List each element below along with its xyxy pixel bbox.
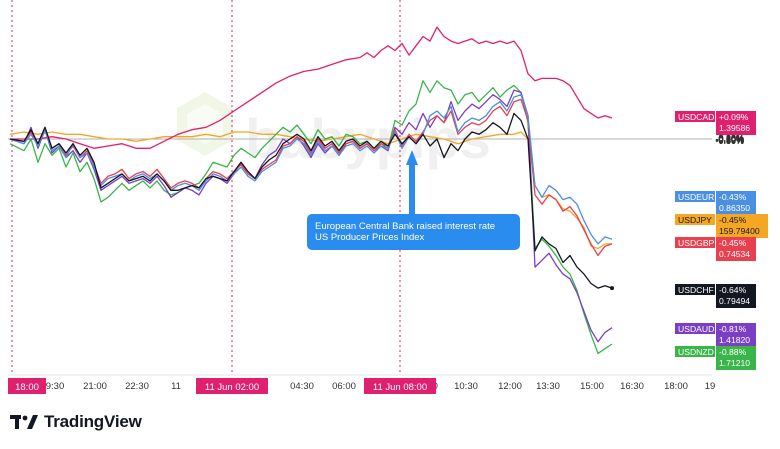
- x-tick-label: 11: [171, 381, 181, 392]
- badge-value-bg: [716, 237, 756, 261]
- y-tick-label: -0.20%: [715, 134, 744, 144]
- badge-name-bg: [675, 237, 715, 248]
- badge-name: USDNZD: [678, 347, 714, 357]
- badge-change: -0.88%: [719, 347, 747, 357]
- event-annotation: European Central Bank raised interest ra…: [307, 150, 520, 250]
- x-highlight-pill: [8, 378, 46, 394]
- badge-change: -0.45%: [719, 238, 747, 248]
- y-tick-label: -0.40%: [715, 135, 744, 145]
- badge-name: USDGBP: [678, 238, 715, 248]
- y-tick-label: 0.40%: [718, 133, 744, 143]
- series-end-dot: [610, 286, 614, 291]
- badge-name: USDCAD: [678, 112, 714, 122]
- badge-name-bg: [675, 323, 715, 334]
- tradingview-brand: TradingView: [10, 412, 142, 432]
- y-tick-label: 0.30%: [718, 133, 744, 143]
- badge-price: 0.74534: [719, 249, 750, 259]
- badge-price: 1.41820: [719, 335, 750, 345]
- series-line-usdaud: [9, 89, 613, 343]
- x-highlight-label: 11 Jun 08:00: [373, 382, 427, 393]
- y-tick-label: -0.10%: [715, 134, 744, 144]
- x-tick-label: 15:00: [580, 381, 604, 392]
- badge-value-bg: [716, 323, 756, 347]
- series-line-usdgbp: [9, 98, 613, 257]
- badge-change: -0.64%: [719, 285, 747, 295]
- babypips-watermark: babypips: [177, 92, 491, 170]
- badge-value-bg: [716, 191, 756, 215]
- badge-name-bg: [675, 346, 715, 357]
- y-tick-label: 0.10%: [718, 134, 744, 144]
- x-highlight-pill: [364, 378, 436, 394]
- badge-name-bg: [675, 191, 715, 202]
- badge-price: 1.39586: [719, 123, 750, 133]
- y-tick-label: -0.50%: [715, 135, 744, 145]
- x-tick-label: 12:00: [498, 381, 522, 392]
- tradingview-logo-icon: [10, 415, 38, 429]
- badge-name: USDEUR: [678, 192, 714, 202]
- badge-name-bg: [675, 111, 715, 122]
- badge-name-bg: [675, 214, 715, 225]
- y-tick-label: -0.30%: [715, 135, 744, 145]
- badge-change: -0.45%: [719, 215, 747, 225]
- badge-change: -0.81%: [719, 324, 747, 334]
- x-tick-label: 04:30: [290, 381, 314, 392]
- y-tick-label: -0.70%: [715, 136, 744, 146]
- brand-name: TradingView: [44, 412, 142, 431]
- badge-value-bg: [716, 214, 768, 238]
- badge-price: 1.71210: [719, 358, 750, 368]
- x-tick-label: 06:00: [332, 381, 356, 392]
- badge-change: -0.43%: [719, 192, 747, 202]
- badge-name-bg: [675, 284, 715, 295]
- series-line-usdeur: [9, 94, 613, 245]
- x-tick-label: 16:30: [620, 381, 644, 392]
- badge-name: USDJPY: [678, 215, 712, 225]
- y-tick-label: 0.20%: [718, 134, 744, 144]
- x-highlight-label: 11 Jun 02:00: [205, 382, 259, 393]
- annotation-stem: [409, 165, 415, 217]
- y-tick-label: -0.60%: [715, 135, 744, 145]
- x-tick-label: 13:30: [536, 381, 560, 392]
- series-line-usdnzd: [9, 80, 613, 355]
- y-tick-label: 0.00%: [718, 134, 744, 144]
- x-tick-label: 18:00: [664, 381, 688, 392]
- badge-price: 0.86350: [719, 203, 750, 213]
- badge-value-bg: [716, 111, 756, 135]
- y-tick-label: 0.50%: [718, 133, 744, 143]
- x-tick-label: 22:30: [125, 381, 149, 392]
- badge-name: USDCHF: [678, 285, 714, 295]
- badge-value-bg: [716, 284, 756, 308]
- annotation-box: [307, 214, 520, 250]
- x-tick-label: 21:00: [83, 381, 107, 392]
- x-tick-label: 19: [705, 381, 716, 392]
- badge-value-bg: [716, 346, 756, 370]
- x-tick-label: 10:30: [454, 381, 478, 392]
- x-highlight-pill: [196, 378, 268, 394]
- y-tick-label: -0.90%: [715, 136, 744, 146]
- series-line-usdchf: [9, 112, 613, 289]
- badge-change: +0.09%: [719, 112, 749, 122]
- annotation-text: European Central Bank raised interest ra…: [315, 221, 495, 232]
- annotation-text: US Producer Prices Index: [315, 232, 425, 243]
- y-tick-label: -0.80%: [715, 136, 744, 146]
- badge-price: 0.79494: [719, 296, 750, 306]
- badge-price: 159.79400: [719, 226, 760, 236]
- x-tick-label: 9:30: [46, 381, 65, 392]
- x-highlight-label: 18:00: [15, 382, 39, 393]
- annotation-pointer: [406, 150, 418, 165]
- badge-name: USDAUD: [678, 324, 714, 334]
- series-line-usdcad: [10, 26, 613, 149]
